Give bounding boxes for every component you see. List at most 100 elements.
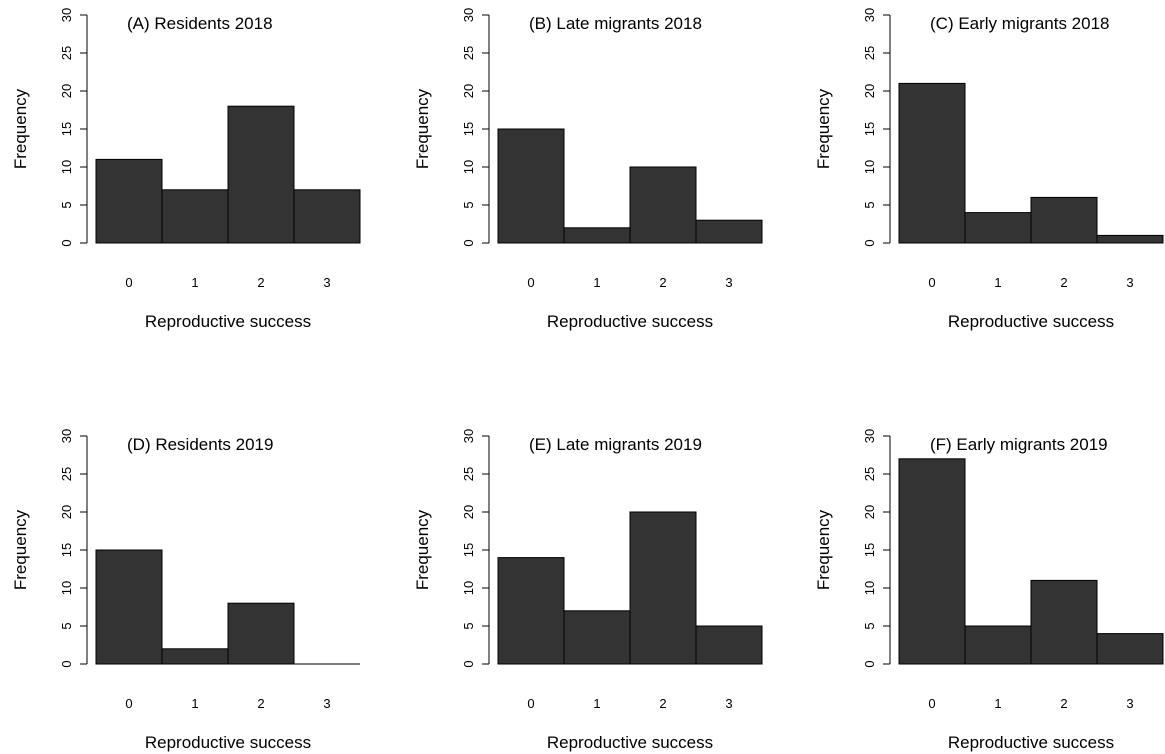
y-tick-label: 0 — [461, 660, 476, 667]
histogram-bar — [629, 511, 697, 665]
x-tick-label: 0 — [527, 696, 534, 711]
y-tick-label: 25 — [862, 46, 877, 60]
histogram-bar — [695, 219, 763, 244]
y-tick-label: 15 — [461, 122, 476, 136]
y-tick-label: 20 — [461, 84, 476, 98]
x-axis-title: Reproductive success — [547, 312, 713, 331]
panel-title: (C) Early migrants 2018 — [930, 14, 1110, 33]
y-axis-title: Frequency — [814, 88, 833, 169]
histogram-bar — [1096, 234, 1164, 244]
y-tick-label: 20 — [862, 505, 877, 519]
y-tick-label: 5 — [461, 622, 476, 629]
x-axis-title: Reproductive success — [948, 312, 1114, 331]
y-tick-label: 0 — [59, 239, 74, 246]
histogram-bar — [293, 189, 361, 244]
x-tick-label: 1 — [191, 275, 198, 290]
y-tick-label: 10 — [862, 160, 877, 174]
y-tick-label: 5 — [59, 622, 74, 629]
histogram-bar — [964, 625, 1032, 665]
x-axis-title: Reproductive success — [145, 733, 311, 752]
y-tick-label: 10 — [59, 581, 74, 595]
y-tick-label: 5 — [461, 201, 476, 208]
histogram-bar — [563, 610, 631, 665]
x-axis-title: Reproductive success — [145, 312, 311, 331]
y-tick-label: 0 — [862, 660, 877, 667]
x-tick-label: 3 — [1126, 696, 1133, 711]
histogram-bar — [695, 625, 763, 665]
histogram-bar — [227, 602, 295, 665]
y-tick-label: 20 — [59, 84, 74, 98]
histogram-bar — [161, 648, 229, 665]
histogram-bar — [227, 105, 295, 244]
y-tick-label: 25 — [59, 46, 74, 60]
panel-title: (B) Late migrants 2018 — [529, 14, 702, 33]
y-tick-label: 15 — [59, 543, 74, 557]
y-axis-title: Frequency — [11, 88, 30, 169]
histogram-bar — [629, 166, 697, 244]
x-tick-label: 2 — [1060, 275, 1067, 290]
y-axis-title: Frequency — [413, 88, 432, 169]
y-axis-title: Frequency — [814, 509, 833, 590]
histogram-bar — [964, 212, 1032, 244]
histogram-bar — [497, 557, 565, 665]
y-tick-label: 30 — [461, 8, 476, 22]
y-tick-label: 25 — [461, 467, 476, 481]
y-tick-label: 25 — [59, 467, 74, 481]
x-tick-label: 0 — [928, 696, 935, 711]
histogram-bar — [497, 128, 565, 244]
y-tick-label: 0 — [59, 660, 74, 667]
x-tick-label: 3 — [323, 275, 330, 290]
x-tick-label: 0 — [125, 696, 132, 711]
y-tick-label: 5 — [59, 201, 74, 208]
y-tick-label: 0 — [862, 239, 877, 246]
histogram-bar — [1096, 633, 1164, 665]
x-tick-label: 2 — [659, 696, 666, 711]
panel-title: (A) Residents 2018 — [127, 14, 273, 33]
histogram-bar — [1030, 196, 1098, 244]
y-tick-label: 10 — [862, 581, 877, 595]
histogram-bar — [1030, 579, 1098, 665]
x-tick-label: 1 — [191, 696, 198, 711]
x-tick-label: 0 — [527, 275, 534, 290]
y-tick-label: 30 — [59, 8, 74, 22]
histogram-bar — [563, 227, 631, 244]
x-tick-label: 1 — [593, 696, 600, 711]
x-axis-title: Reproductive success — [948, 733, 1114, 752]
panel-title: (E) Late migrants 2019 — [529, 435, 702, 454]
y-tick-label: 10 — [461, 160, 476, 174]
y-tick-label: 10 — [59, 160, 74, 174]
y-axis-title: Frequency — [11, 509, 30, 590]
x-tick-label: 0 — [125, 275, 132, 290]
x-tick-label: 3 — [725, 275, 732, 290]
x-tick-label: 2 — [659, 275, 666, 290]
y-tick-label: 20 — [461, 505, 476, 519]
y-tick-label: 15 — [461, 543, 476, 557]
y-tick-label: 0 — [461, 239, 476, 246]
x-tick-label: 1 — [994, 275, 1001, 290]
x-tick-label: 3 — [1126, 275, 1133, 290]
y-tick-label: 15 — [59, 122, 74, 136]
x-axis-title: Reproductive success — [547, 733, 713, 752]
x-tick-label: 2 — [1060, 696, 1067, 711]
histogram-bar — [95, 549, 163, 665]
x-tick-label: 1 — [593, 275, 600, 290]
y-tick-label: 30 — [862, 429, 877, 443]
x-tick-label: 1 — [994, 696, 1001, 711]
x-tick-label: 3 — [725, 696, 732, 711]
histogram-bar — [898, 82, 966, 244]
x-tick-label: 3 — [323, 696, 330, 711]
panel-title: (F) Early migrants 2019 — [930, 435, 1108, 454]
y-tick-label: 25 — [862, 467, 877, 481]
y-tick-label: 15 — [862, 543, 877, 557]
x-tick-label: 2 — [257, 696, 264, 711]
panel-title: (D) Residents 2019 — [127, 435, 273, 454]
x-tick-label: 2 — [257, 275, 264, 290]
histogram-bar — [95, 158, 163, 244]
y-tick-label: 30 — [862, 8, 877, 22]
y-tick-label: 15 — [862, 122, 877, 136]
y-tick-label: 20 — [59, 505, 74, 519]
y-tick-label: 30 — [59, 429, 74, 443]
y-tick-label: 5 — [862, 201, 877, 208]
y-tick-label: 30 — [461, 429, 476, 443]
